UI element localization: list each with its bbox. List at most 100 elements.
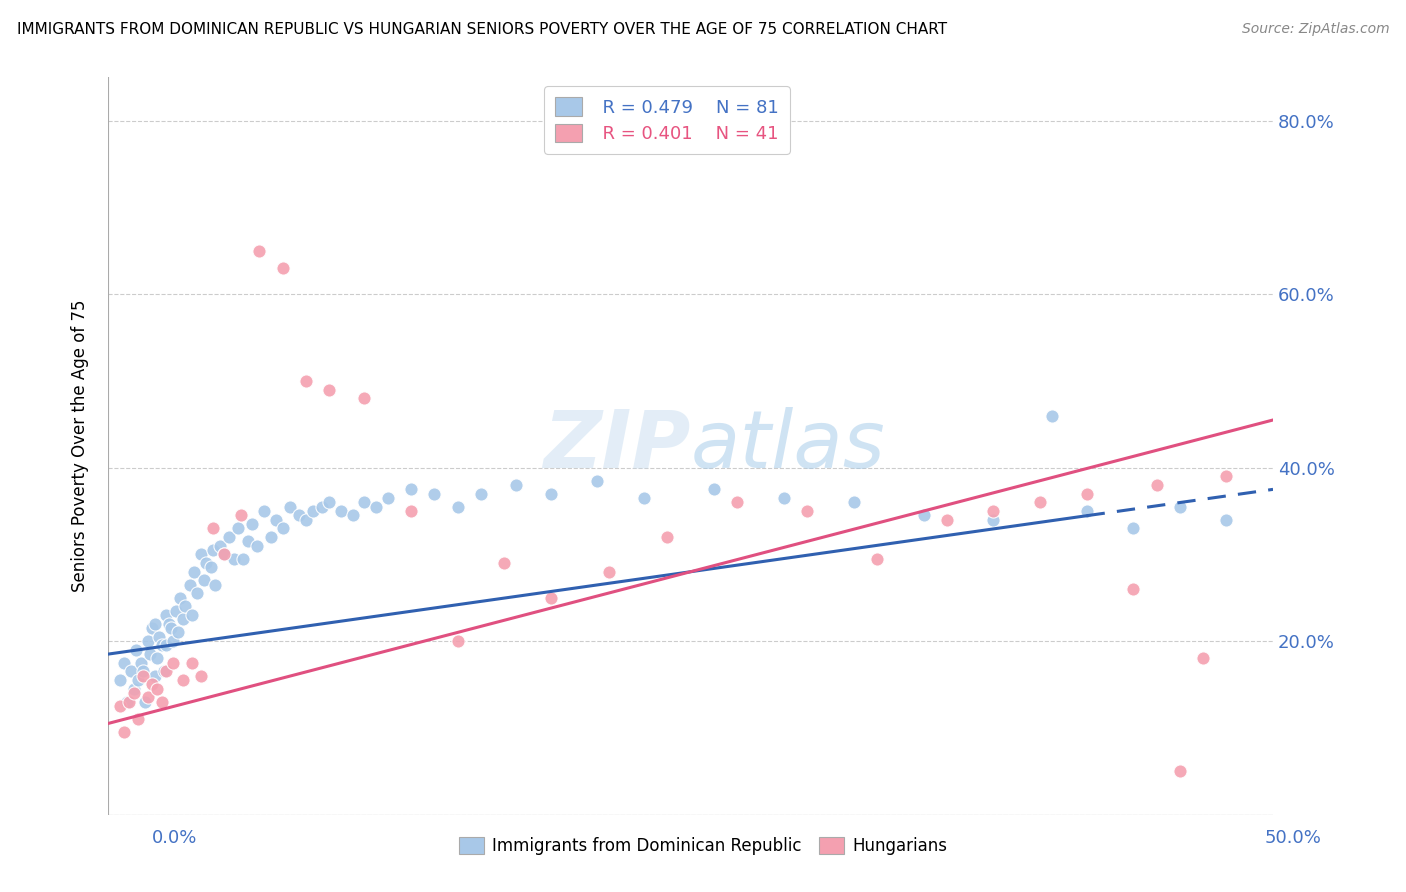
Point [1122,521,1144,535]
Point [148,630,170,644]
Point [311,500,333,514]
Point [127,673,149,687]
Legend:   R = 0.479    N = 81,   R = 0.401    N = 41: R = 0.479 N = 81, R = 0.401 N = 41 [544,87,790,154]
Point [446,634,468,648]
Point [377,491,399,505]
Point [143,669,166,683]
Point [201,521,224,535]
Point [725,495,748,509]
Point [173,599,195,614]
Point [132,665,155,679]
Point [1076,486,1098,500]
Point [141,621,163,635]
Point [796,504,818,518]
Point [169,591,191,605]
Point [703,483,725,497]
Text: 50.0%: 50.0% [1265,829,1322,847]
Point [1040,409,1063,423]
Point [141,677,163,691]
Point [229,508,252,523]
Point [288,508,311,523]
Point [222,551,245,566]
Point [179,578,201,592]
Point [112,725,135,739]
Y-axis label: Seniors Poverty Over the Age of 75: Seniors Poverty Over the Age of 75 [72,300,89,592]
Point [122,686,145,700]
Point [180,656,202,670]
Point [1168,764,1191,779]
Point [1146,478,1168,492]
Point [446,500,468,514]
Text: ZIP: ZIP [543,407,690,485]
Point [143,616,166,631]
Point [1122,582,1144,596]
Point [108,673,131,687]
Point [190,669,212,683]
Point [423,486,446,500]
Point [633,491,655,505]
Point [399,504,422,518]
Point [122,681,145,696]
Text: Source: ZipAtlas.com: Source: ZipAtlas.com [1241,22,1389,37]
Point [208,539,231,553]
Point [200,560,222,574]
Point [127,712,149,726]
Point [505,478,527,492]
Point [155,665,177,679]
Point [139,647,162,661]
Point [264,513,287,527]
Point [271,261,294,276]
Point [162,634,184,648]
Point [204,578,226,592]
Point [983,513,1005,527]
Text: atlas: atlas [690,407,886,485]
Point [201,543,224,558]
Point [167,625,190,640]
Point [153,665,176,679]
Point [118,695,141,709]
Point [232,551,254,566]
Point [120,665,142,679]
Point [157,616,180,631]
Point [912,508,935,523]
Point [146,651,169,665]
Point [353,495,375,509]
Legend: Immigrants from Dominican Republic, Hungarians: Immigrants from Dominican Republic, Hung… [453,830,953,862]
Point [165,604,187,618]
Text: 0.0%: 0.0% [152,829,197,847]
Point [132,669,155,683]
Point [218,530,240,544]
Point [150,639,173,653]
Point [772,491,794,505]
Point [180,608,202,623]
Point [302,504,325,518]
Point [399,483,422,497]
Point [494,556,516,570]
Point [271,521,294,535]
Point [155,639,177,653]
Point [470,486,492,500]
Point [364,500,387,514]
Point [1029,495,1052,509]
Point [253,504,276,518]
Point [983,504,1005,518]
Point [136,634,159,648]
Point [1076,504,1098,518]
Point [194,556,217,570]
Point [260,530,283,544]
Point [155,608,177,623]
Point [657,530,679,544]
Point [183,565,205,579]
Point [1168,500,1191,514]
Point [108,699,131,714]
Point [598,565,620,579]
Point [295,374,318,388]
Point [125,642,148,657]
Point [146,681,169,696]
Point [1192,651,1215,665]
Point [353,392,375,406]
Point [186,586,208,600]
Point [278,500,301,514]
Point [935,513,957,527]
Point [1215,513,1237,527]
